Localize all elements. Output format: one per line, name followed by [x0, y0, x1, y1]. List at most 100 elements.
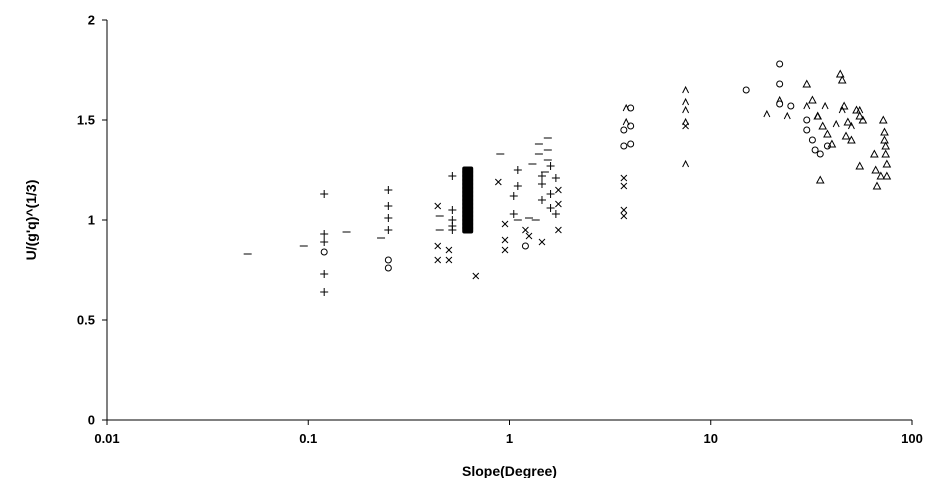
data-point-circle [811, 146, 819, 154]
data-point-circle [776, 100, 784, 108]
data-point-triangle [876, 171, 886, 180]
data-point-plus [537, 196, 546, 204]
data-point-circle [776, 80, 784, 88]
data-point-x [434, 256, 442, 264]
data-point-x [525, 232, 533, 240]
data-point-x [620, 206, 628, 214]
data-point-plus [320, 270, 329, 278]
y-tick-label: 1 [88, 213, 95, 228]
data-point-x [538, 238, 546, 246]
data-point-triangle [815, 175, 825, 184]
data-point-circle [521, 242, 529, 250]
data-point-triangle [843, 117, 853, 126]
data-point-circle [384, 256, 392, 264]
data-point-dot [462, 226, 474, 234]
data-point-circle [627, 122, 635, 130]
data-point-triangle [881, 141, 891, 150]
data-point-x [445, 246, 453, 254]
data-point-plus [320, 288, 329, 296]
data-point-triangle [882, 159, 892, 168]
data-point-x [434, 202, 442, 210]
x-tick-label: 0.01 [94, 431, 119, 446]
data-point-triangle [837, 75, 847, 84]
data-point-x [620, 182, 628, 190]
data-point-triangle [813, 111, 823, 120]
data-point-caret [832, 119, 840, 128]
data-point-circle [776, 60, 784, 68]
data-point-plus [320, 238, 329, 246]
x-axis-ticks: 0.01 0.1 1 10 100 [94, 420, 923, 446]
x-tick-label: 1 [506, 431, 513, 446]
y-tick-label: 0 [88, 413, 95, 428]
data-point-circle [808, 136, 816, 144]
data-point-triangle [827, 139, 837, 148]
data-point-x [472, 272, 480, 280]
data-point-circle [787, 102, 795, 110]
data-point-circle [620, 126, 628, 134]
data-point-plus [384, 214, 393, 222]
data-point-plus [513, 182, 522, 190]
data-point-x [555, 226, 562, 234]
data-point-circle [823, 142, 831, 150]
data-point-plus [551, 210, 560, 218]
data-point-triangle [872, 181, 882, 190]
data-point-caret [776, 95, 784, 104]
data-point-x [620, 174, 628, 182]
x-tick-label: 100 [901, 431, 923, 446]
data-point-plus [384, 186, 393, 194]
data-point-plus [546, 162, 555, 170]
data-point-x [501, 246, 509, 254]
y-tick-label: 0.5 [77, 313, 95, 328]
y-axis-title: U/(g'q)^(1/3) [23, 180, 39, 261]
data-point-circle [620, 142, 628, 150]
data-point-caret [783, 111, 791, 120]
data-point-triangle [855, 111, 865, 120]
data-point-triangle [870, 149, 879, 158]
data-point-plus [320, 230, 329, 238]
data-point-x [445, 256, 453, 264]
data-point-caret [856, 105, 864, 114]
data-point-plus [537, 180, 546, 188]
data-point-x [555, 186, 562, 194]
data-point-triangle [802, 79, 812, 88]
x-tick-label: 10 [704, 431, 718, 446]
data-point-plus [537, 172, 546, 180]
data-point-circle [742, 86, 750, 94]
data-point-plus [384, 226, 393, 234]
data-point-plus [513, 166, 522, 174]
data-point-triangle [880, 135, 889, 144]
data-point-triangle [808, 95, 817, 104]
data-point-triangle [880, 127, 889, 136]
data-point-x [501, 220, 509, 228]
data-point-caret [682, 85, 690, 94]
data-point-triangle [835, 69, 845, 78]
data-point-caret [682, 117, 690, 126]
data-point-circle [816, 150, 824, 158]
data-point-caret [622, 103, 630, 112]
data-point-plus [384, 202, 393, 210]
data-point-x [522, 226, 529, 234]
data-point-caret [847, 121, 855, 130]
data-point-plus [551, 174, 560, 182]
data-point-x [494, 178, 502, 186]
data-point-x [434, 242, 442, 250]
data-point-caret [682, 97, 690, 106]
y-tick-label: 2 [88, 13, 95, 28]
data-point-caret [838, 105, 846, 114]
data-point-caret [682, 159, 690, 168]
data-point-triangle [847, 135, 856, 144]
data-point-caret [803, 101, 811, 110]
data-point-plus [546, 190, 555, 198]
data-point-triangle [878, 115, 888, 124]
data-point-circle [384, 264, 392, 272]
data-point-x [501, 236, 509, 244]
data-point-plus [509, 210, 518, 218]
data-point-plus [448, 226, 457, 234]
data-point-circle [803, 126, 811, 134]
data-point-caret [821, 101, 829, 110]
x-tick-label: 0.1 [299, 431, 317, 446]
y-axis-ticks: 0 0.5 1 1.5 2 [77, 13, 107, 428]
data-point-circle [627, 140, 635, 148]
data-point-caret [682, 105, 690, 114]
